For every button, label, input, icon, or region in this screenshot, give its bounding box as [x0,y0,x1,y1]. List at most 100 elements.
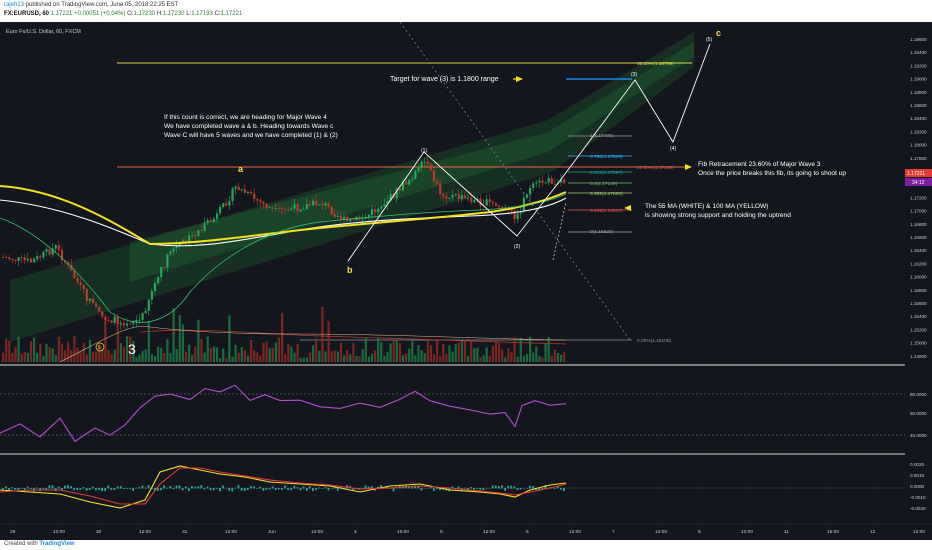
volume-bar [563,352,566,362]
volume-bar [11,352,14,362]
candle-body [488,199,491,203]
candle-body [336,215,339,217]
macd-hist-bar [305,488,308,491]
macd-hist-bar [5,486,7,489]
projection-dash [552,201,567,261]
price-axis[interactable] [905,22,932,540]
time-axis[interactable] [0,524,932,540]
macd-hist-bar [513,486,516,489]
candle-body [163,267,166,268]
candle-body [57,245,60,250]
time-axis-label: 5 [440,529,443,535]
candle-body [42,251,45,258]
candle-body [287,209,290,211]
volume-bar [206,336,209,362]
macd-hist-bar [23,488,26,491]
volume-bar [39,343,42,362]
candle-body [203,222,206,231]
macd-hist-bar [14,488,17,490]
candle-body [191,234,194,236]
time-axis-labels: 29 12:00 30 12:00 31 12:00 Jun 12:00 4 15:00 5 12:0… [10,529,925,535]
candle-body [256,198,259,201]
macd-hist-bar [48,485,51,489]
fib-arrow-icon [685,164,692,170]
macd-hist-bar [88,488,91,490]
volume-bar [488,355,491,362]
time-axis-label: 15:00 [397,529,409,535]
candle-body [135,320,138,322]
candle-body [547,178,550,183]
candle-body [525,194,529,198]
macd-hist-bar [144,487,147,489]
candle-body [277,208,281,209]
candle-body [429,164,432,171]
volume-bar [501,349,504,362]
macd-hist-bar [488,488,491,489]
volume-bar [296,344,299,362]
volume-bar [374,350,377,362]
volume-bar [271,348,274,362]
volume-bar [414,355,417,362]
volume-bar [287,344,290,362]
price-axis-label: 1.18600 [910,103,927,108]
volume-bar [293,352,296,362]
candle-body [470,197,473,203]
macd-hist-bar [299,488,302,491]
wave-5-label: (5) [706,37,712,43]
candle-body [36,256,39,260]
macd-hist-bar [51,485,54,489]
macd-hist-bar [507,485,510,489]
volume-bar [532,352,535,362]
volume-bar [470,339,473,362]
candle-body [389,193,392,201]
chart-svg[interactable]: a b c (1) (2) (3) (4) (5) 3 5 38.20%(1.1… [0,21,932,540]
macd-hist-bar [485,487,488,489]
volume-bar [305,357,308,362]
candle-body [188,235,191,242]
macd-hist-bar [312,488,314,492]
volume-bar [29,340,33,362]
candle-body [197,230,200,237]
candle-body [553,183,556,185]
volume-bar [445,353,448,362]
chart-area[interactable]: a b c (1) (2) (3) (4) (5) 3 5 38.20%(1.1… [0,21,932,540]
candle-body [516,213,519,219]
candle-body [45,249,48,252]
fib-annotation-line1: Fib Retracement 23.60% of Major Wave 3 [698,161,821,168]
macd-hist-bar [408,486,410,489]
candle-body [463,195,467,199]
time-axis-label: 30 [96,529,102,535]
candle-body [550,178,553,184]
macd-hist-bar [343,487,345,489]
macd-hist-bar [79,488,82,490]
author-link[interactable]: rajeh13 [4,2,25,8]
candle-body [411,178,414,180]
macd-hist-bar [262,488,265,491]
volume-bar [228,315,231,362]
time-axis-label: 12:00 [741,529,753,535]
volume-bar [339,342,343,362]
macd-hist-bar [339,486,342,489]
volume-bar [144,349,147,362]
price-axis-label: 1.16800 [910,222,927,227]
candle-body [246,191,250,193]
tradingview-brand-link[interactable]: TradingView [39,541,75,547]
volume-bar [383,355,386,362]
time-axis-label: 12:00 [483,529,495,535]
volume-bar [147,321,150,362]
candle-body [91,298,95,304]
volume-bar [541,357,544,362]
candle-body [215,213,219,219]
volume-bar [467,355,470,362]
time-axis-label: 12:00 [569,529,581,535]
candle-body [445,196,448,199]
volume-bar [14,347,17,362]
volume-bar [308,352,312,362]
macd-hist-bar [200,485,203,489]
volume-bar [88,339,91,362]
volume-bar [200,338,203,362]
volume-bar [457,342,460,362]
candle-body [513,210,516,219]
volume-bar [17,336,20,362]
macd-hist-bar [141,485,144,489]
